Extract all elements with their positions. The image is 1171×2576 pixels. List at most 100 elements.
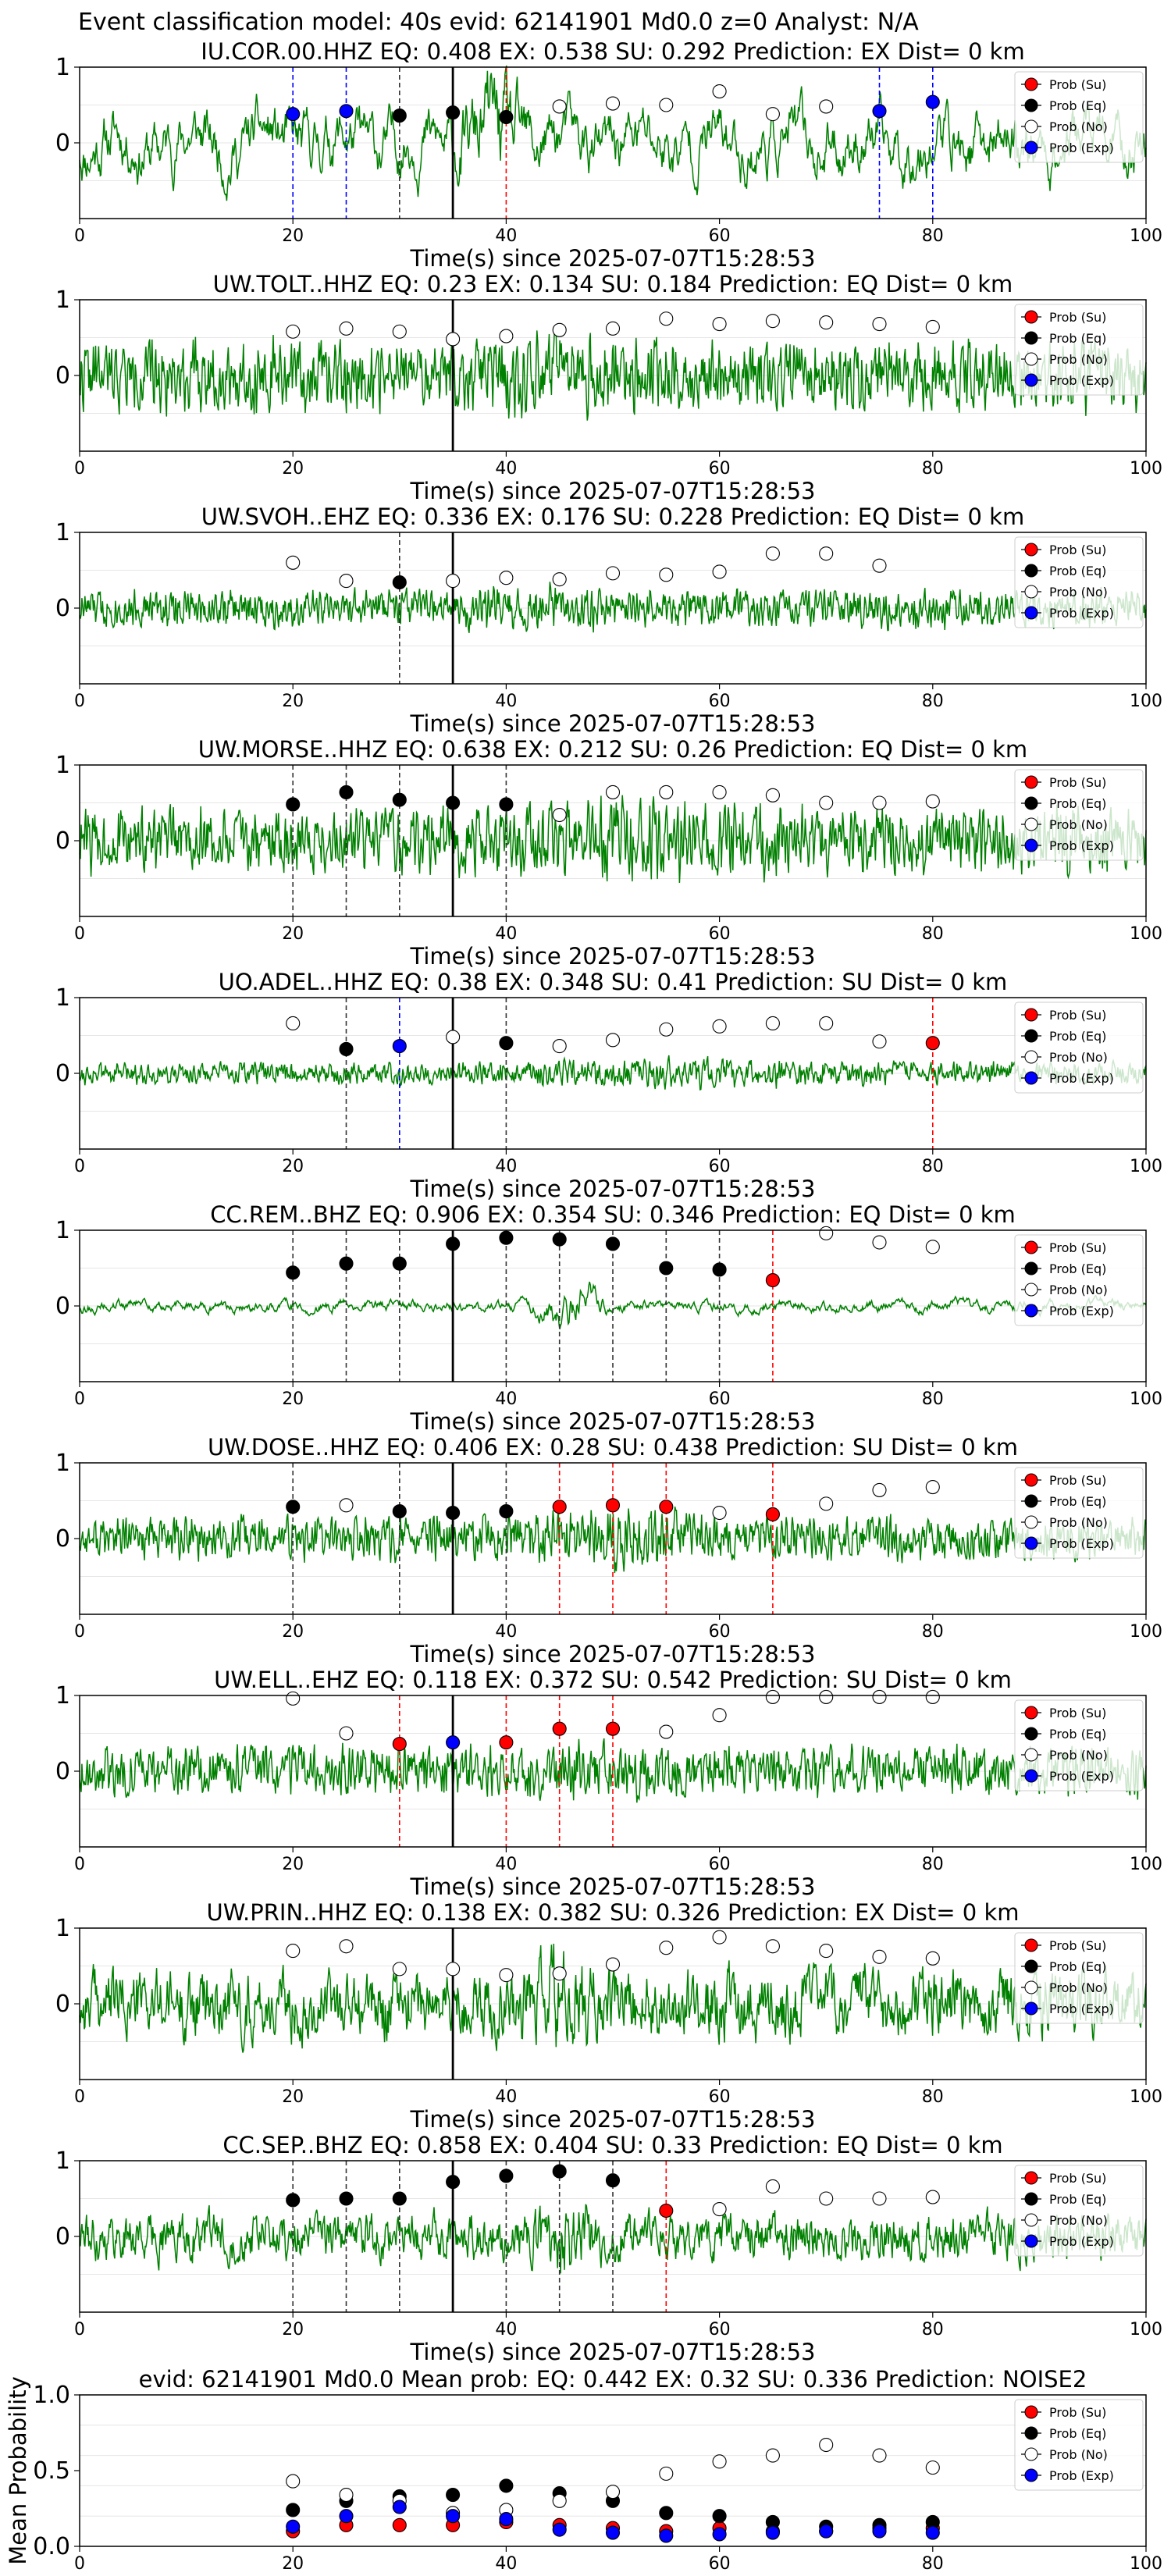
mean-prob-marker (819, 2437, 834, 2453)
panel-uw-svoh-ehz: UW.SVOH..EHZ EQ: 0.336 EX: 0.176 SU: 0.2… (55, 503, 1162, 737)
legend-marker (1024, 1727, 1038, 1741)
legend-label: Prob (Su) (1049, 1240, 1106, 1255)
x-tick-label: 40 (495, 2087, 517, 2107)
legend-marker (1024, 1261, 1038, 1276)
x-tick-label: 20 (282, 2087, 304, 2107)
prob-marker (552, 1966, 567, 1981)
x-tick-label: 80 (922, 459, 944, 479)
x-tick-label: 20 (282, 1622, 304, 1642)
waveform-trace (79, 327, 1147, 421)
prob-marker (712, 1930, 727, 1944)
legend-label: Prob (Eq) (1049, 796, 1106, 811)
y-tick-label: 0 (55, 595, 70, 622)
prob-marker (552, 2164, 567, 2179)
y-tick-label: 0 (55, 2223, 70, 2250)
prob-marker (819, 1944, 834, 1959)
panel-title: UW.TOLT..HHZ EQ: 0.23 EX: 0.134 SU: 0.18… (213, 271, 1013, 297)
prob-marker (552, 1039, 567, 1054)
x-tick-label: 0 (74, 2554, 85, 2574)
legend-box (1014, 1234, 1144, 1326)
prob-marker (765, 1272, 780, 1288)
prob-marker (286, 797, 301, 812)
x-tick-label: 40 (495, 2554, 517, 2574)
mean-prob-marker (925, 2460, 940, 2475)
panel-cc-sep-bhz: CC.SEP..BHZ EQ: 0.858 EX: 0.404 SU: 0.33… (55, 2132, 1162, 2365)
prob-marker (819, 99, 834, 114)
legend-marker (1024, 1515, 1038, 1529)
mean-prob-marker (339, 2509, 354, 2524)
x-tick-label: 0 (74, 1622, 85, 1642)
mean-prob-marker (712, 2454, 727, 2469)
prob-marker (286, 107, 301, 122)
waveform-trace (79, 1943, 1147, 2053)
x-axis-label: Time(s) since 2025-07-07T15:28:53 (410, 245, 816, 272)
legend-label: Prob (Su) (1049, 1008, 1106, 1023)
y-tick-label: 0 (55, 1525, 70, 1553)
prob-marker (925, 319, 940, 334)
y-tick-label: 0.0 (33, 2533, 70, 2560)
prob-marker (819, 546, 834, 561)
panel-uw-ell-ehz: UW.ELL..EHZ EQ: 0.118 EX: 0.372 SU: 0.54… (55, 1667, 1162, 1900)
waveform-trace (79, 1506, 1147, 1574)
x-tick-label: 40 (495, 924, 517, 944)
x-tick-label: 80 (922, 226, 944, 246)
mean-prob-marker (659, 2528, 674, 2543)
prob-marker (339, 1726, 354, 1741)
waveform-trace (79, 582, 1147, 633)
x-tick-label: 100 (1130, 1389, 1162, 1409)
legend-marker (1024, 98, 1038, 112)
legend-label: Prob (Su) (1049, 1473, 1106, 1488)
prob-marker (339, 785, 354, 799)
legend-box (1014, 304, 1144, 396)
legend-label: Prob (Exp) (1049, 1769, 1114, 1784)
y-tick-label: 1 (55, 2147, 70, 2175)
prob-marker (925, 794, 940, 809)
prob-marker (339, 2191, 354, 2206)
prob-marker (819, 1226, 834, 1240)
x-tick-label: 40 (495, 459, 517, 479)
prob-marker (552, 572, 567, 587)
panel-uw-prin-hhz: UW.PRIN..HHZ EQ: 0.138 EX: 0.382 SU: 0.3… (55, 1899, 1162, 2133)
legend-label: Prob (No) (1049, 1980, 1108, 1995)
mean-prob-marker (605, 2525, 621, 2540)
legend-marker (1024, 141, 1038, 155)
legend-label: Prob (Su) (1049, 77, 1106, 92)
prob-marker (339, 1041, 354, 1057)
prob-marker (765, 1016, 780, 1031)
legend-box (1014, 1002, 1144, 1094)
prob-marker (765, 2179, 780, 2194)
x-tick-label: 80 (922, 2554, 944, 2574)
legend-marker (1024, 331, 1038, 345)
x-tick-label: 60 (709, 1157, 731, 1176)
prob-marker (659, 1022, 674, 1037)
waveform-trace (79, 65, 1147, 201)
x-tick-label: 60 (709, 1389, 731, 1409)
x-tick-label: 80 (922, 2320, 944, 2339)
mean-prob-marker (446, 2487, 461, 2503)
panel-cc-rem-bhz: CC.REM..BHZ EQ: 0.906 EX: 0.354 SU: 0.34… (55, 1201, 1162, 1435)
panel-title: UW.MORSE..HHZ EQ: 0.638 EX: 0.212 SU: 0.… (198, 736, 1027, 763)
prob-marker (605, 785, 621, 799)
prob-marker (872, 2191, 887, 2206)
prob-marker (605, 1498, 621, 1513)
x-tick-label: 20 (282, 692, 304, 711)
prob-marker (392, 1737, 407, 1752)
x-tick-label: 0 (74, 2320, 85, 2339)
x-tick-label: 100 (1130, 1157, 1162, 1176)
prob-marker (339, 1939, 354, 1954)
mean-prob-marker (339, 2487, 354, 2503)
legend-marker (1024, 1071, 1038, 1085)
x-axis-label: Time(s) since 2025-07-07T15:28:53 (410, 1873, 816, 1900)
prob-marker (605, 1721, 621, 1736)
y-tick-label: 1.0 (33, 2382, 70, 2409)
x-tick-label: 60 (709, 226, 731, 246)
prob-marker (339, 1498, 354, 1513)
prob-marker (819, 795, 834, 810)
legend-marker (1024, 2234, 1038, 2248)
x-tick-label: 0 (74, 459, 85, 479)
y-tick-label: 1 (55, 286, 70, 314)
legend-label: Prob (No) (1049, 1748, 1108, 1763)
legend-label: Prob (No) (1049, 119, 1108, 134)
y-tick-label: 0 (55, 362, 70, 390)
panel-title: CC.REM..BHZ EQ: 0.906 EX: 0.354 SU: 0.34… (210, 1201, 1016, 1228)
